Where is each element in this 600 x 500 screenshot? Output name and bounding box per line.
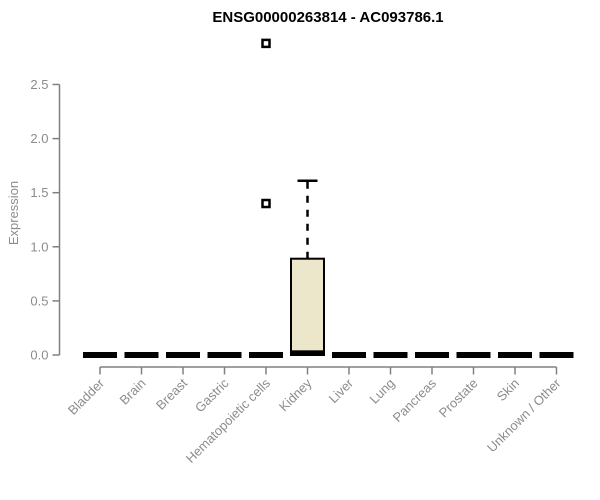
x-category-label: Brain	[117, 376, 149, 408]
flat-box-bar	[456, 352, 491, 358]
x-category-label: Breast	[153, 375, 190, 412]
outlier-point	[261, 38, 271, 49]
x-category-label: Unknown / Other	[484, 375, 564, 455]
x-category-label: Lung	[367, 376, 398, 407]
y-tick-label: 2.0	[30, 131, 48, 146]
box-kidney	[290, 257, 325, 356]
y-tick-label: 0.0	[30, 348, 48, 363]
y-tick-label: 2.5	[30, 77, 48, 92]
y-tick-label: 0.5	[30, 293, 48, 308]
outlier-point	[261, 198, 271, 209]
flat-box-bar	[83, 352, 117, 358]
x-category-label: Kidney	[276, 375, 315, 414]
y-tick-label: 1.0	[30, 239, 48, 254]
chart-title: ENSG00000263814 - AC093786.1	[212, 9, 444, 26]
flat-box-bar	[539, 352, 574, 358]
flat-box-bar	[207, 352, 242, 358]
x-category-label: Gastric	[192, 375, 232, 415]
x-category-label: Liver	[326, 375, 357, 406]
x-category-label: Bladder	[65, 375, 108, 418]
flat-box-bar	[415, 352, 449, 358]
x-category-label: Prostate	[436, 376, 481, 421]
x-category-label: Skin	[494, 376, 522, 404]
flat-box-bar	[498, 352, 532, 358]
flat-box-bar	[124, 352, 159, 358]
flat-box-bar	[332, 352, 366, 358]
flat-box-bar	[373, 352, 408, 358]
median-line	[291, 350, 324, 356]
y-tick-label: 1.5	[30, 185, 48, 200]
flat-box-bar	[249, 352, 283, 358]
x-category-label: Pancreas	[390, 375, 440, 425]
flat-box-bar	[166, 352, 200, 358]
